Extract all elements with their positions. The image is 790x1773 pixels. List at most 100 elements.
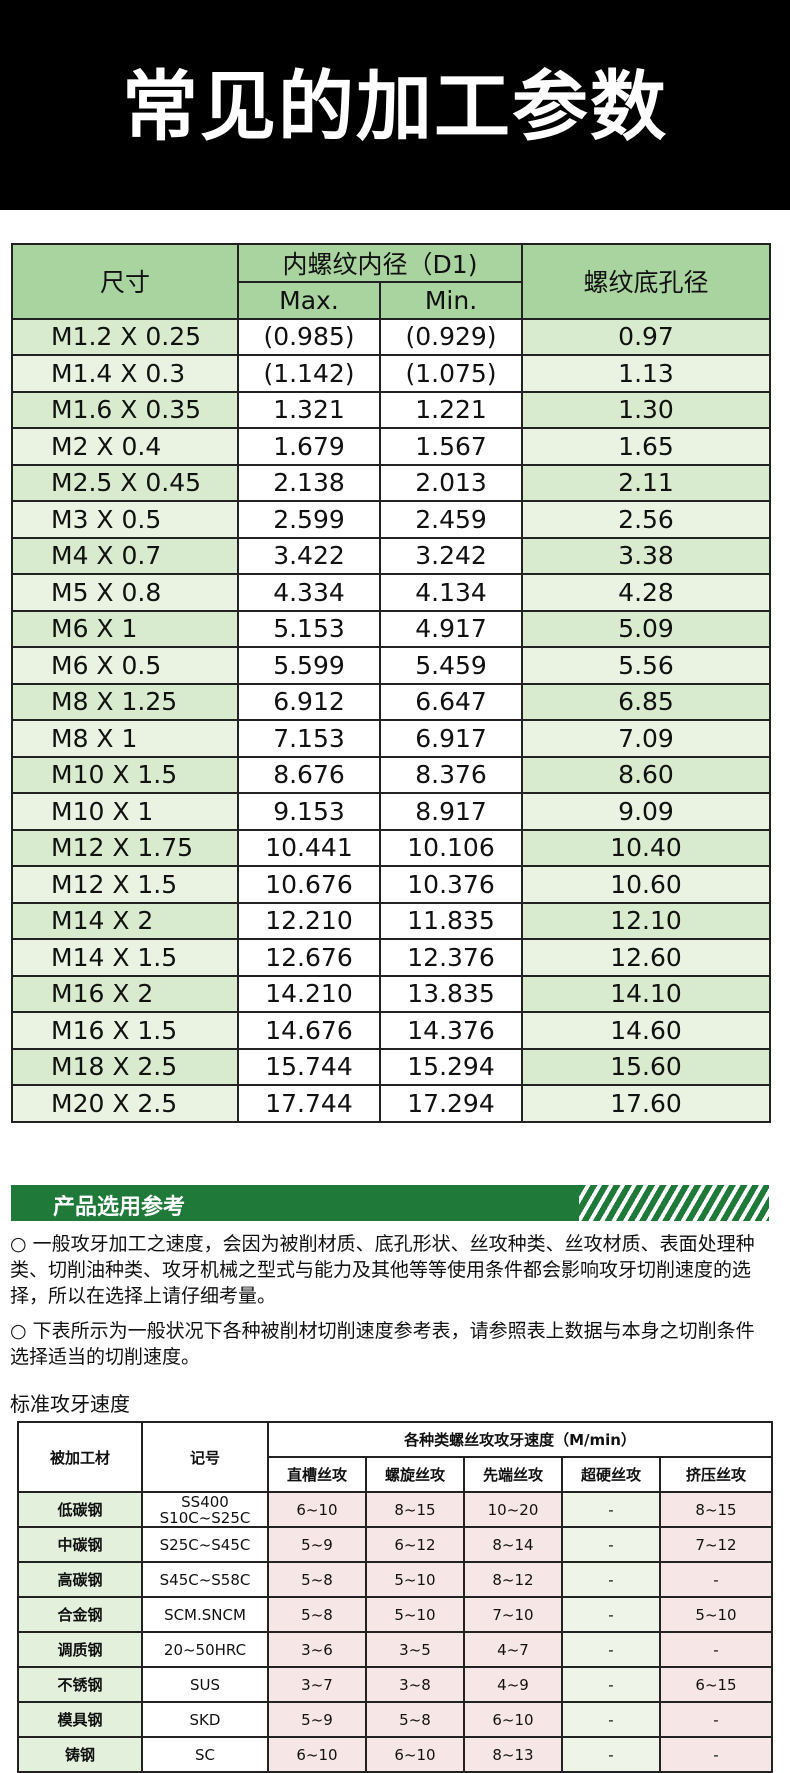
inner-min-cell: 12.376 xyxy=(378,938,524,977)
thread-size-cell: M14 X 1.5 xyxy=(11,938,239,977)
header-tap-hole: 螺纹底孔径 xyxy=(521,243,772,320)
tap-hole-cell: 0.97 xyxy=(521,317,772,356)
speed-cell: 8~12 xyxy=(463,1561,563,1598)
inner-max-cell: 12.676 xyxy=(237,938,381,977)
speed-table: 被加工材 记号 各种类螺丝攻攻牙速度（M/min） 直槽丝攻 螺旋丝攻 先端丝攻 超硬… xyxy=(17,1421,774,1773)
thread-size-cell: M3 X 0.5 xyxy=(11,500,239,539)
inner-min-cell: 5.459 xyxy=(378,646,524,685)
speed-cell: - xyxy=(561,1701,661,1738)
inner-min-cell: (0.929) xyxy=(378,317,524,356)
table-row: M1.6 X 0.35 1.321 1.221 1.30 xyxy=(11,390,772,429)
inner-max-cell: 14.676 xyxy=(237,1011,381,1050)
speed-cell: 10~20 xyxy=(463,1491,563,1528)
thread-size-cell: M10 X 1 xyxy=(11,792,239,831)
tap-hole-cell: 2.56 xyxy=(521,500,772,539)
page-header: 常见的加工参数 xyxy=(0,0,790,210)
page-title: 常见的加工参数 xyxy=(122,62,668,151)
inner-max-cell: 3.422 xyxy=(237,536,381,575)
speed-cell: - xyxy=(658,1736,774,1773)
speed-cell: 3~7 xyxy=(267,1666,367,1703)
table-row: 高碳钢 S45C~S58C 5~8 5~10 8~12- - xyxy=(17,1561,774,1598)
speed-cell: 8~15 xyxy=(365,1491,465,1528)
inner-max-cell: (1.142) xyxy=(237,354,381,393)
speed-cell: 8~14 xyxy=(463,1526,563,1563)
speed-cell: 5~8 xyxy=(267,1596,367,1633)
inner-min-cell: 6.647 xyxy=(378,682,524,721)
thread-size-cell: M8 X 1 xyxy=(11,719,239,758)
table-row: M18 X 2.5 15.744 15.294 15.60 xyxy=(11,1047,772,1086)
inner-min-cell: 10.376 xyxy=(378,865,524,904)
inner-max-cell: 8.676 xyxy=(237,755,381,794)
inner-min-cell: 11.835 xyxy=(378,901,524,940)
inner-max-cell: 5.599 xyxy=(237,646,381,685)
thread-size-cell: M6 X 0.5 xyxy=(11,646,239,685)
material-cell: 中碳钢 xyxy=(17,1526,143,1563)
speed-cell: 6~10 xyxy=(463,1701,563,1738)
inner-max-cell: 17.744 xyxy=(237,1084,381,1123)
speed-cell: 6~12 xyxy=(365,1526,465,1563)
inner-max-cell: 10.441 xyxy=(237,828,381,867)
speed-cell: - xyxy=(561,1596,661,1633)
table-row: M4 X 0.7 3.422 3.242 3.38 xyxy=(11,536,772,575)
speed-cell: 8~15 xyxy=(658,1491,774,1528)
thread-size-cell: M5 X 0.8 xyxy=(11,573,239,612)
inner-min-cell: 8.376 xyxy=(378,755,524,794)
inner-max-cell: 5.153 xyxy=(237,609,381,648)
inner-min-cell: 13.835 xyxy=(378,974,524,1013)
header-min: Min. xyxy=(378,281,524,320)
inner-min-cell: 8.917 xyxy=(378,792,524,831)
table-row: M2 X 0.4 1.679 1.567 1.65 xyxy=(11,427,772,466)
inner-min-cell: 10.106 xyxy=(378,828,524,867)
speed-section-label: 标准攻牙速度 xyxy=(10,1392,130,1416)
speed-cell: 7~12 xyxy=(658,1526,774,1563)
speed-cell: 6~10 xyxy=(267,1736,367,1773)
inner-max-cell: (0.985) xyxy=(237,317,381,356)
speed-cell: - xyxy=(561,1561,661,1598)
inner-max-cell: 7.153 xyxy=(237,719,381,758)
thread-size-cell: M18 X 2.5 xyxy=(11,1047,239,1086)
paragraph-1: ○ 一般攻牙加工之速度，会因为被削材质、底孔形状、丝攻种类、丝攻材质、表面处理种… xyxy=(10,1233,755,1307)
table-row: 低碳钢 SS400 S10C~S25C 6~10 8~15 10~20-8~15 xyxy=(17,1491,774,1528)
table-row: M20 X 2.5 17.744 17.294 17.60 xyxy=(11,1084,772,1123)
inner-max-cell: 14.210 xyxy=(237,974,381,1013)
thread-size-cell: M1.6 X 0.35 xyxy=(11,390,239,429)
tap-hole-cell: 1.30 xyxy=(521,390,772,429)
inner-min-cell: 4.917 xyxy=(378,609,524,648)
material-cell: 合金钢 xyxy=(17,1596,143,1633)
table-row: M16 X 2 14.210 13.835 14.10 xyxy=(11,974,772,1013)
inner-max-cell: 4.334 xyxy=(237,573,381,612)
inner-max-cell: 6.912 xyxy=(237,682,381,721)
thread-table: 尺寸 内螺纹内径（D1) 螺纹底孔径 Max. Min. M1.2 X 0.25… xyxy=(11,243,772,1123)
header-inner-diameter: 内螺纹内径（D1) xyxy=(236,243,524,283)
tap-hole-cell: 14.10 xyxy=(521,974,772,1013)
tap-hole-cell: 1.65 xyxy=(521,427,772,466)
thread-size-cell: M12 X 1.5 xyxy=(11,865,239,904)
header-tap-type: 超硬丝攻 xyxy=(561,1456,661,1493)
speed-cell: 5~8 xyxy=(267,1561,367,1598)
speed-cell: - xyxy=(658,1561,774,1598)
table-row: M12 X 1.75 10.441 10.106 10.40 xyxy=(11,828,772,867)
speed-cell: - xyxy=(561,1526,661,1563)
inner-min-cell: 15.294 xyxy=(378,1047,524,1086)
tap-types-row: 直槽丝攻 螺旋丝攻 先端丝攻 超硬丝攻 挤压丝攻 xyxy=(18,1456,774,1493)
speed-cell: 6~10 xyxy=(267,1491,367,1528)
tap-hole-cell: 10.60 xyxy=(521,865,772,904)
speed-cell: - xyxy=(561,1491,661,1528)
code-cell: SC xyxy=(141,1736,269,1773)
table-row: 中碳钢 S25C~S45C 5~9 6~12 8~14-7~12 xyxy=(17,1526,774,1563)
tap-hole-cell: 17.60 xyxy=(521,1084,772,1123)
tap-hole-cell: 2.11 xyxy=(521,463,772,502)
speed-cell: 4~9 xyxy=(463,1666,563,1703)
speed-cell: 6~10 xyxy=(365,1736,465,1773)
inner-min-cell: 17.294 xyxy=(378,1084,524,1123)
thread-size-cell: M8 X 1.25 xyxy=(11,682,239,721)
section-bar: 产品选用参考 xyxy=(11,1185,769,1221)
speed-cell: 5~10 xyxy=(658,1596,774,1633)
code-cell: SKD xyxy=(141,1701,269,1738)
speed-cell: 5~8 xyxy=(365,1701,465,1738)
inner-min-cell: 6.917 xyxy=(378,719,524,758)
tap-hole-cell: 12.60 xyxy=(521,938,772,977)
inner-min-cell: 1.567 xyxy=(378,427,524,466)
thread-size-cell: M1.4 X 0.3 xyxy=(11,354,239,393)
table-row: M1.2 X 0.25 (0.985) (0.929) 0.97 xyxy=(11,317,772,356)
